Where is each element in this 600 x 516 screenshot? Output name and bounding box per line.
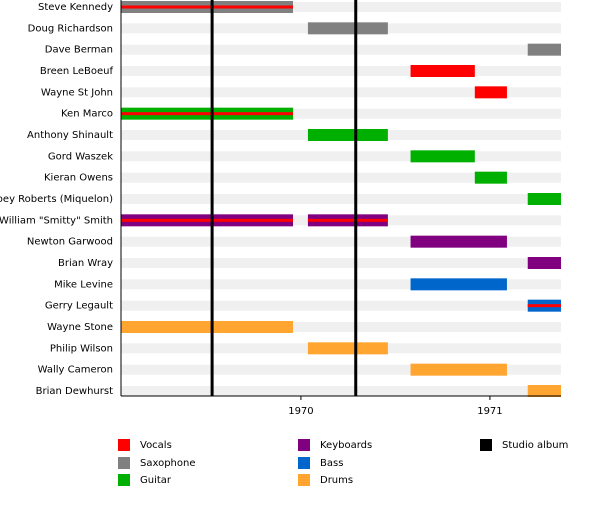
row-band — [121, 44, 561, 55]
member-bar — [474, 86, 507, 99]
member-name: Doug Richardson — [28, 23, 113, 34]
member-bar — [410, 150, 475, 163]
member-bar — [527, 43, 561, 56]
member-bar — [410, 235, 507, 248]
member-bar — [307, 22, 388, 35]
member-bar-stripe — [121, 218, 293, 222]
member-bar — [527, 385, 561, 397]
legend-swatch — [118, 439, 130, 451]
legend-label: Keyboards — [320, 440, 372, 451]
member-name: Breen LeBoeuf — [40, 66, 114, 77]
member-name: Brian Wray — [58, 258, 113, 269]
member-name: Joey Roberts (Miquelon) — [0, 194, 113, 205]
member-bar — [527, 193, 561, 205]
row-band — [121, 194, 561, 204]
member-bar — [410, 65, 475, 77]
row-band — [121, 236, 561, 247]
member-name: Wayne St John — [41, 87, 113, 98]
legend-swatch — [298, 474, 310, 486]
legend-swatch — [298, 439, 310, 451]
member-name: Ken Marco — [61, 109, 113, 120]
row-band — [121, 66, 561, 76]
member-bar — [474, 171, 507, 184]
member-name: Mike Levine — [54, 279, 113, 290]
row-band — [121, 87, 561, 98]
row-band — [121, 386, 561, 396]
row-band — [121, 258, 561, 268]
member-bar — [307, 129, 388, 141]
member-name: Dave Berman — [45, 45, 113, 56]
row-band — [121, 2, 561, 12]
member-bar-stripe — [527, 304, 561, 308]
x-tick-label: 1971 — [477, 406, 502, 417]
row-band — [121, 108, 561, 119]
row-band — [121, 172, 561, 183]
member-name: Brian Dewhurst — [36, 386, 113, 397]
row-band — [121, 300, 561, 311]
member-bar-stripe — [121, 112, 293, 116]
member-bar — [410, 278, 507, 291]
row-band — [121, 279, 561, 290]
member-bar — [307, 342, 388, 355]
legend-label: Saxophone — [140, 458, 196, 469]
row-band — [121, 364, 561, 375]
legend-label: Drums — [320, 475, 353, 486]
member-name: Anthony Shinault — [27, 130, 113, 141]
member-name: Steve Kennedy — [38, 2, 113, 13]
legend-swatch — [118, 457, 130, 469]
legend-label: Guitar — [140, 475, 172, 486]
row-band — [121, 151, 561, 162]
x-tick-label: 1970 — [288, 406, 313, 417]
legend-label: Studio album — [502, 440, 568, 451]
legend-label: Vocals — [140, 440, 172, 451]
row-band — [121, 322, 561, 332]
member-name: Gerry Legault — [45, 301, 113, 312]
legend-swatch — [298, 457, 310, 469]
member-name: Wayne Stone — [47, 322, 113, 333]
member-bar — [121, 321, 293, 333]
member-name: Wally Cameron — [38, 365, 113, 376]
member-name: Gord Waszek — [48, 151, 113, 162]
member-name: Newton Garwood — [27, 237, 113, 248]
member-name: Kieran Owens — [44, 173, 113, 184]
member-bar-stripe — [307, 218, 388, 222]
member-name: Philip Wilson — [50, 343, 113, 354]
member-bar — [410, 363, 507, 376]
legend-swatch — [118, 474, 130, 486]
legend-swatch — [480, 439, 492, 451]
legend-label: Bass — [320, 458, 343, 469]
member-bar — [527, 257, 561, 269]
member-name: William "Smitty" Smith — [0, 215, 113, 226]
member-bar-stripe — [121, 5, 293, 9]
